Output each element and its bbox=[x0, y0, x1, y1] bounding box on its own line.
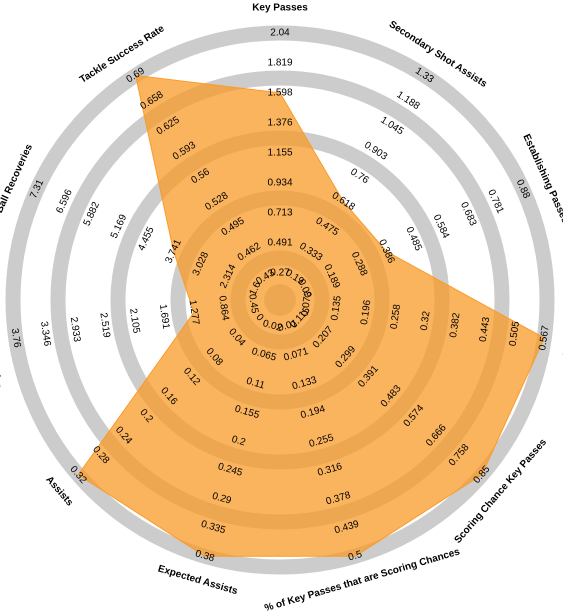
tick-label-successful-dribbles-5: 2.519 bbox=[97, 312, 112, 339]
tick-label-xg-chain-0: 0.073 bbox=[300, 290, 315, 317]
tick-label-xg-chain-7: 0.505 bbox=[508, 320, 523, 347]
tick-label-successful-dribbles-0: 0.45 bbox=[246, 293, 260, 314]
tick-label-successful-dribbles-8: 3.76 bbox=[9, 328, 23, 349]
tick-label-of-key-passes-that-are-scoring-chances-0: 0.01 bbox=[277, 318, 299, 334]
tick-label-xg-chain-8: 0.567 bbox=[537, 324, 552, 351]
tick-label-xg-chain-2: 0.196 bbox=[359, 299, 374, 326]
tick-label-expected-assists-4: 0.2 bbox=[230, 434, 247, 449]
tick-label-expected-assists-0: 0.02 bbox=[261, 318, 283, 334]
tick-label-xg-chain-6: 0.443 bbox=[478, 316, 493, 343]
tick-label-assists-0: 0 bbox=[254, 312, 266, 324]
tick-label-xg-chain-1: 0.135 bbox=[329, 295, 344, 322]
tick-label-expected-assists-2: 0.11 bbox=[245, 376, 266, 392]
tick-label-expected-assists-6: 0.29 bbox=[211, 491, 233, 507]
grid-ring-outer bbox=[5, 25, 555, 575]
tick-label-ball-recoveries-0: 1.6 bbox=[248, 280, 264, 298]
tick-label-xg-chain-5: 0.382 bbox=[448, 312, 463, 339]
tick-label-successful-dribbles-4: 2.105 bbox=[127, 308, 142, 335]
tick-label-key-passes-7: 1.819 bbox=[267, 58, 292, 69]
axis-label-assists: Assists bbox=[43, 474, 75, 508]
data-area bbox=[77, 74, 545, 557]
tick-label-xg-chain-4: 0.32 bbox=[419, 310, 433, 331]
tick-label-key-passes-3: 0.934 bbox=[267, 178, 292, 189]
tick-label-key-passes-5: 1.376 bbox=[267, 118, 292, 129]
tick-label-successful-dribbles-7: 3.346 bbox=[38, 321, 53, 348]
tick-label-key-passes-4: 1.155 bbox=[267, 148, 292, 159]
tick-label-successful-dribbles-1: 0.864 bbox=[216, 295, 231, 322]
axis-label-successful-dribbles: Successful Dribbles bbox=[0, 293, 3, 390]
tick-label-key-passes-8: 2.04 bbox=[270, 28, 290, 39]
tick-label-expected-assists-8: 0.38 bbox=[194, 548, 216, 564]
data-area-layer bbox=[77, 74, 545, 557]
axis-label-key-passes: Key Passes bbox=[252, 3, 308, 14]
tick-label-key-passes-1: 0.491 bbox=[267, 238, 292, 249]
tick-label-successful-dribbles-6: 2.933 bbox=[68, 316, 83, 343]
tick-label-successful-dribbles-2: 1.277 bbox=[187, 299, 202, 326]
tick-label-key-passes-6: 1.598 bbox=[267, 88, 292, 99]
tick-label-of-key-passes-that-are-scoring-chances-8: 0.5 bbox=[347, 549, 364, 564]
tick-label-key-passes-0: 0.27 bbox=[270, 268, 290, 279]
tick-label-successful-dribbles-3: 1.691 bbox=[157, 304, 172, 331]
tick-label-key-passes-2: 0.713 bbox=[267, 208, 292, 219]
tick-label-xg-chain-3: 0.258 bbox=[389, 303, 404, 330]
